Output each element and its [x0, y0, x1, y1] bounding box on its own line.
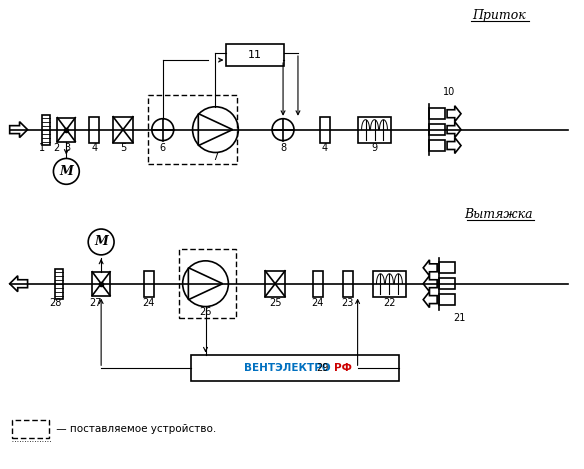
Bar: [57, 118, 75, 142]
Bar: [439, 278, 455, 289]
Text: M: M: [60, 165, 73, 178]
Polygon shape: [189, 268, 223, 300]
Text: 6: 6: [159, 144, 166, 153]
Text: 26: 26: [199, 307, 212, 317]
Text: 4: 4: [322, 144, 328, 153]
Bar: [92, 272, 110, 295]
Bar: [343, 271, 353, 296]
Bar: [429, 108, 445, 119]
Text: M: M: [94, 235, 108, 249]
Polygon shape: [447, 106, 461, 121]
Text: 9: 9: [371, 144, 378, 153]
Text: 1: 1: [40, 144, 46, 153]
Bar: [113, 117, 133, 143]
Text: Приток: Приток: [472, 9, 526, 22]
Bar: [439, 294, 455, 305]
Bar: [55, 269, 63, 299]
Bar: [227, 44, 284, 66]
Bar: [373, 271, 406, 296]
Text: 3: 3: [64, 144, 71, 153]
Polygon shape: [447, 121, 461, 137]
Polygon shape: [10, 121, 27, 137]
Text: 4: 4: [91, 144, 98, 153]
Text: 7: 7: [213, 152, 218, 162]
Text: 2: 2: [53, 144, 60, 153]
Bar: [429, 140, 445, 151]
Bar: [43, 115, 50, 144]
Bar: [357, 117, 391, 143]
Circle shape: [183, 261, 228, 307]
Bar: [439, 262, 455, 273]
Text: 24: 24: [142, 297, 155, 308]
Bar: [313, 271, 323, 296]
Text: 24: 24: [312, 297, 324, 308]
Polygon shape: [423, 260, 437, 276]
Bar: [320, 117, 330, 143]
Polygon shape: [423, 276, 437, 292]
Text: 5: 5: [120, 144, 126, 153]
Polygon shape: [447, 137, 461, 153]
Polygon shape: [10, 276, 27, 292]
Text: 25: 25: [269, 297, 281, 308]
Bar: [190, 356, 399, 381]
Text: 29: 29: [317, 363, 329, 373]
Text: ВЕНТЭЛЕКТРО: ВЕНТЭЛЕКТРО: [244, 363, 331, 373]
Text: Вытяжка: Вытяжка: [464, 208, 533, 220]
Bar: [179, 249, 237, 318]
Text: 23: 23: [342, 297, 354, 308]
Bar: [89, 117, 99, 143]
Circle shape: [193, 107, 238, 152]
Bar: [144, 271, 154, 296]
Circle shape: [152, 119, 173, 141]
Text: 27: 27: [89, 297, 102, 308]
Text: 28: 28: [49, 297, 61, 308]
Polygon shape: [199, 113, 232, 146]
Text: 21: 21: [453, 313, 465, 324]
Bar: [148, 95, 237, 165]
Text: 10: 10: [443, 87, 455, 97]
Circle shape: [53, 159, 79, 184]
Circle shape: [272, 119, 294, 141]
Circle shape: [88, 229, 114, 255]
Bar: [12, 420, 50, 438]
Text: 8: 8: [280, 144, 286, 153]
Bar: [429, 124, 445, 135]
Text: 11: 11: [248, 50, 262, 60]
Text: — поставляемое устройство.: — поставляемое устройство.: [53, 424, 217, 434]
Text: РФ: РФ: [334, 363, 352, 373]
Polygon shape: [423, 292, 437, 308]
Text: 22: 22: [383, 297, 396, 308]
Bar: [265, 271, 285, 296]
